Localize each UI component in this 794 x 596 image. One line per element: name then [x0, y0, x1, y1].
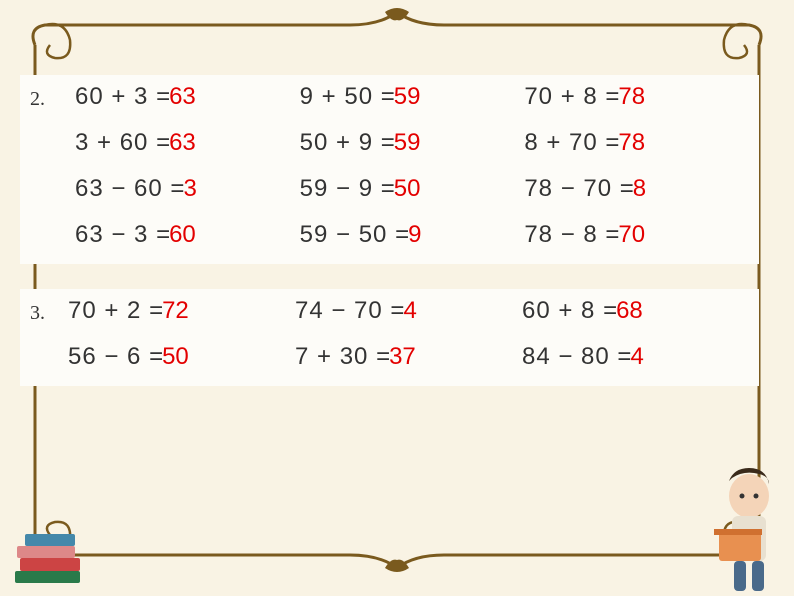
child-reading-decoration-icon — [684, 456, 794, 596]
section-3: 3. 70 + 2 =72 74 − 70 =4 60 + 8 =68 56 −… — [20, 289, 759, 386]
problem: 78 − 8 =70 — [524, 221, 749, 249]
problem: 78 − 70 =8 — [524, 175, 749, 203]
problem: 8 + 70 =78 — [524, 129, 749, 157]
problem: 84 − 80 =4 — [522, 343, 749, 371]
books-decoration-icon — [5, 516, 105, 596]
problem: 50 + 9 =59 — [300, 129, 525, 157]
problem: 9 + 50 =59 — [300, 83, 525, 111]
problem: 70 + 8 =78 — [524, 83, 749, 111]
section-3-grid: 70 + 2 =72 74 − 70 =4 60 + 8 =68 56 − 6 … — [30, 297, 749, 371]
problem: 7 + 30 =37 — [295, 343, 522, 371]
problem: 70 + 2 =72 — [68, 297, 295, 325]
problem: 60 + 3 =63 — [75, 83, 300, 111]
problem: 63 − 3 =60 — [75, 221, 300, 249]
worksheet-content: 2. 60 + 3 =63 9 + 50 =59 70 + 8 =78 3 + … — [20, 75, 759, 411]
section-2-label: 2. — [30, 88, 45, 111]
problem: 63 − 60 =3 — [75, 175, 300, 203]
section-3-label: 3. — [30, 302, 45, 325]
problem: 59 − 50 =9 — [300, 221, 525, 249]
section-2: 2. 60 + 3 =63 9 + 50 =59 70 + 8 =78 3 + … — [20, 75, 759, 264]
problem: 74 − 70 =4 — [295, 297, 522, 325]
section-2-grid: 60 + 3 =63 9 + 50 =59 70 + 8 =78 3 + 60 … — [30, 83, 749, 249]
problem: 56 − 6 =50 — [68, 343, 295, 371]
problem: 3 + 60 =63 — [75, 129, 300, 157]
problem: 60 + 8 =68 — [522, 297, 749, 325]
problem: 59 − 9 =50 — [300, 175, 525, 203]
